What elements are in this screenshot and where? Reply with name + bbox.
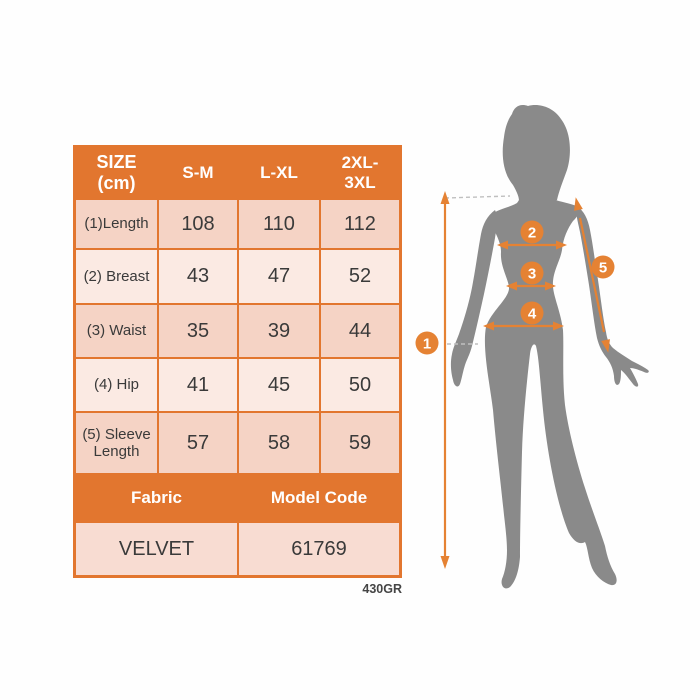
waist-sm-value: 35	[159, 305, 237, 357]
sleeve-arrowhead-top-icon	[574, 197, 583, 211]
size-table: SIZE (cm) S-M L-XL 2XL-3XL (1)Length 108…	[73, 145, 402, 578]
length-lxl-value: 110	[239, 200, 319, 248]
svg-text:4: 4	[528, 306, 537, 323]
length-2xl3xl-value: 112	[321, 200, 399, 248]
measure-badge-5: 5	[591, 255, 615, 279]
figure-head	[502, 104, 570, 205]
size-unit-header: SIZE (cm)	[76, 148, 157, 198]
length-arrowhead-up-icon	[440, 191, 450, 204]
row-label-waist: (3) Waist	[76, 305, 157, 357]
row-label-breast: (2) Breast	[76, 250, 157, 303]
waist-arrowhead-left-icon	[506, 281, 517, 291]
svg-text:3: 3	[528, 266, 536, 283]
column-header-sm: S-M	[159, 148, 237, 198]
hip-lxl-value: 45	[239, 359, 319, 411]
shoulder-dashed-line	[444, 195, 511, 199]
breast-arrowhead-left-icon	[497, 240, 508, 250]
column-header-2xl3xl: 2XL-3XL	[321, 148, 399, 198]
waist-lxl-value: 39	[239, 305, 319, 357]
model-code-value: 61769	[239, 523, 399, 575]
length-arrowhead-down-icon	[440, 556, 450, 569]
column-header-lxl: L-XL	[239, 148, 319, 198]
svg-text:5: 5	[599, 260, 607, 277]
svg-text:1: 1	[423, 336, 431, 353]
hip-2xl3xl-value: 50	[321, 359, 399, 411]
weight-note: 430GR	[362, 582, 402, 596]
sleeve-sm-value: 57	[159, 413, 237, 473]
sleeve-2xl3xl-value: 59	[321, 413, 399, 473]
figure-body	[484, 180, 617, 589]
sleeve-arrowhead-bottom-icon	[601, 339, 610, 353]
hip-arrowhead-right-icon	[553, 321, 564, 331]
breast-lxl-value: 47	[239, 250, 319, 303]
model-code-header: Model Code	[239, 475, 399, 521]
figure-left-arm	[450, 210, 497, 387]
breast-arrowhead-right-icon	[556, 240, 567, 250]
row-label-hip: (4) Hip	[76, 359, 157, 411]
breast-2xl3xl-value: 52	[321, 250, 399, 303]
measure-badge-1: 1	[415, 331, 439, 355]
measurement-figure: 1 2 3 4 5	[410, 80, 680, 610]
waist-2xl3xl-value: 44	[321, 305, 399, 357]
length-sm-value: 108	[159, 200, 237, 248]
measure-badge-3: 3	[520, 261, 544, 285]
fabric-header: Fabric	[76, 475, 237, 521]
sleeve-measure-line	[578, 217, 606, 333]
sleeve-lxl-value: 58	[239, 413, 319, 473]
hip-sm-value: 41	[159, 359, 237, 411]
breast-sm-value: 43	[159, 250, 237, 303]
measure-badge-2: 2	[520, 220, 544, 244]
row-label-length: (1)Length	[76, 200, 157, 248]
row-label-sleeve-length: (5) Sleeve Length	[76, 413, 157, 473]
figure-right-arm	[576, 206, 649, 387]
svg-text:2: 2	[528, 225, 536, 242]
body-silhouette-diagram: 1 2 3 4 5	[415, 104, 649, 589]
fabric-value: VELVET	[76, 523, 237, 575]
hip-arrowhead-left-icon	[483, 321, 494, 331]
measure-badge-4: 4	[520, 301, 544, 325]
waist-arrowhead-right-icon	[545, 281, 556, 291]
